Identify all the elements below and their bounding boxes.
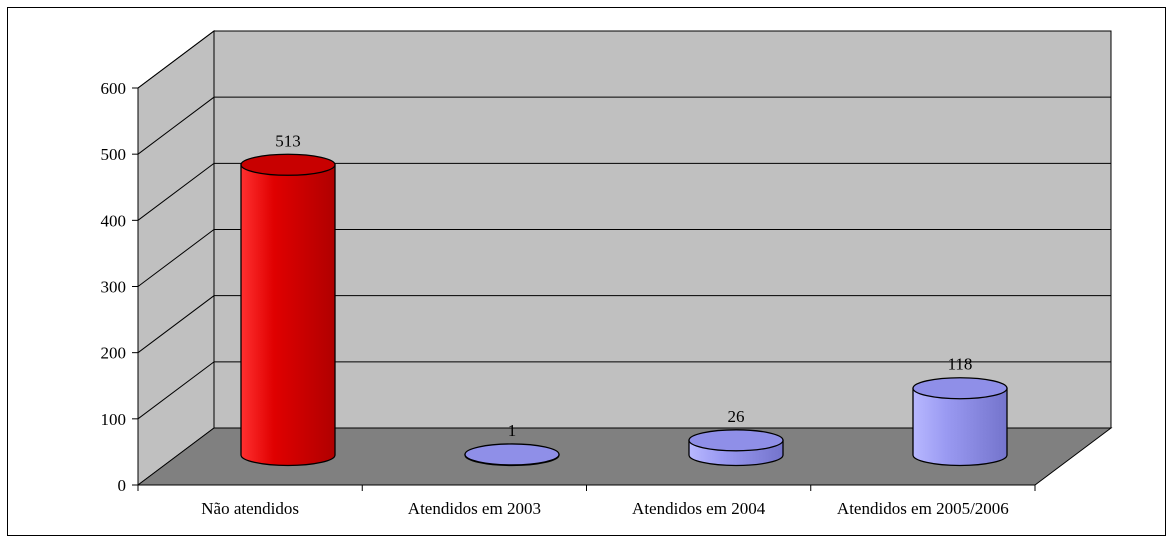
gridline xyxy=(137,96,1111,155)
x-tick-label: Não atendidos xyxy=(201,499,299,518)
bar-1 xyxy=(240,153,336,467)
gridline xyxy=(137,361,1111,420)
x-tick-label: Atendidos em 2004 xyxy=(632,499,766,518)
data-label: 513 xyxy=(275,131,301,150)
y-tick-label: 500 xyxy=(101,145,127,164)
bar-2 xyxy=(464,443,560,467)
bars xyxy=(240,153,1008,467)
y-tick-label: 200 xyxy=(101,344,127,363)
x-tick-label: Atendidos em 2003 xyxy=(408,499,541,518)
bar-4 xyxy=(912,377,1008,467)
bar-body xyxy=(240,164,336,467)
y-axis: 0 100 200 300 400 500 600 xyxy=(101,79,139,495)
y-tick-label: 300 xyxy=(101,278,127,297)
data-label: 1 xyxy=(508,421,517,440)
x-tick-label: Atendidos em 2005/2006 xyxy=(837,499,1009,518)
data-labels: 513 1 26 118 xyxy=(275,131,972,440)
data-label: 118 xyxy=(948,355,973,374)
y-tick-label: 400 xyxy=(101,211,127,230)
y-tick-label: 600 xyxy=(101,79,127,98)
gridlines xyxy=(137,30,1111,420)
gridline xyxy=(137,30,1111,89)
gridline xyxy=(137,162,1111,221)
y-tick-label: 0 xyxy=(118,476,127,495)
gridline xyxy=(137,229,1111,287)
y-tick-label: 100 xyxy=(101,410,127,429)
bar-top xyxy=(912,377,1008,400)
bar-body xyxy=(912,387,1008,467)
bar-top xyxy=(688,429,784,452)
bar-top xyxy=(464,443,560,466)
data-label: 26 xyxy=(728,407,745,426)
bar-top xyxy=(240,153,336,176)
gridline xyxy=(137,295,1111,354)
bar-3 xyxy=(688,429,784,467)
x-axis: Não atendidos Atendidos em 2003 Atendidos … xyxy=(137,484,1036,518)
